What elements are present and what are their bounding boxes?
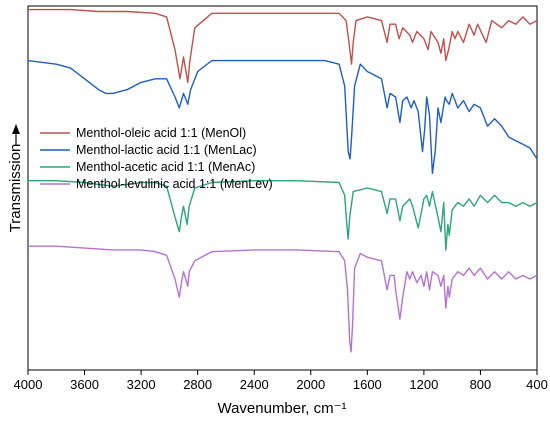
- plot-frame: [27, 5, 538, 371]
- x-tick-label: 800: [470, 377, 492, 392]
- spectra-layer: [27, 8, 538, 353]
- x-tick-label: 4000: [14, 377, 43, 392]
- legend-label: Menthol-acetic acid 1:1 (MenAc): [76, 160, 255, 174]
- x-axis-ticks: 4000 3600 3200 2800 2400 2000 1600 1200 800 400: [14, 370, 548, 392]
- x-tick-label: 2800: [183, 377, 212, 392]
- x-tick-label: 1200: [409, 377, 438, 392]
- y-axis-arrow-head: [12, 124, 20, 134]
- legend-label: Menthol-levulinic acid 1:1 (MenLev): [76, 177, 273, 191]
- x-tick-label: 400: [526, 377, 548, 392]
- legend: Menthol-oleic acid 1:1 (MenOl) Menthol-la…: [40, 126, 273, 191]
- legend-label: Menthol-oleic acid 1:1 (MenOl): [76, 126, 246, 140]
- series-line-3: [28, 180, 538, 251]
- x-axis-title: Wavenumber, cm⁻¹: [217, 400, 346, 417]
- series-line-1: [28, 8, 538, 84]
- series-line-2: [27, 59, 538, 175]
- series-line-4: [28, 245, 538, 353]
- x-tick-label: 1600: [353, 377, 382, 392]
- x-tick-label: 3200: [127, 377, 156, 392]
- x-tick-label: 2400: [240, 377, 269, 392]
- y-axis-title: Transmission: [7, 144, 24, 233]
- x-tick-label: 3600: [70, 377, 99, 392]
- y-axis-title-group: Transmission: [7, 144, 24, 233]
- legend-label: Menthol-lactic acid 1:1 (MenLac): [76, 143, 257, 157]
- x-tick-label: 2000: [296, 377, 325, 392]
